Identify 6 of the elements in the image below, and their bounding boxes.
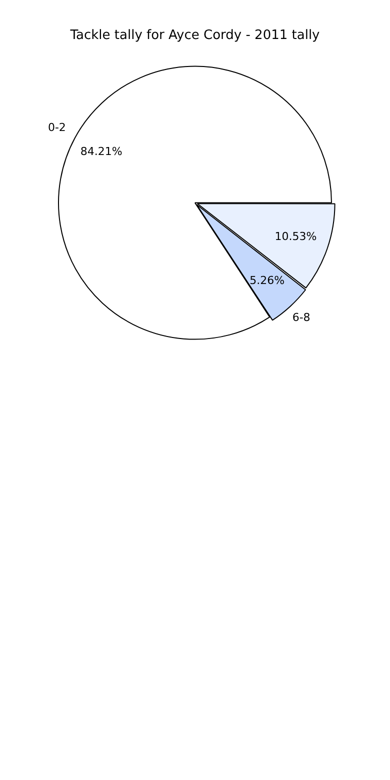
slice-label: 6-8 bbox=[292, 311, 310, 324]
chart-title: Tackle tally for Ayce Cordy - 2011 tally bbox=[69, 28, 320, 44]
data-label: 5.26% bbox=[250, 274, 285, 287]
data-label: 10.53% bbox=[274, 230, 317, 244]
data-label: 84.21% bbox=[80, 144, 122, 158]
slice-label: 0-2 bbox=[48, 120, 66, 134]
